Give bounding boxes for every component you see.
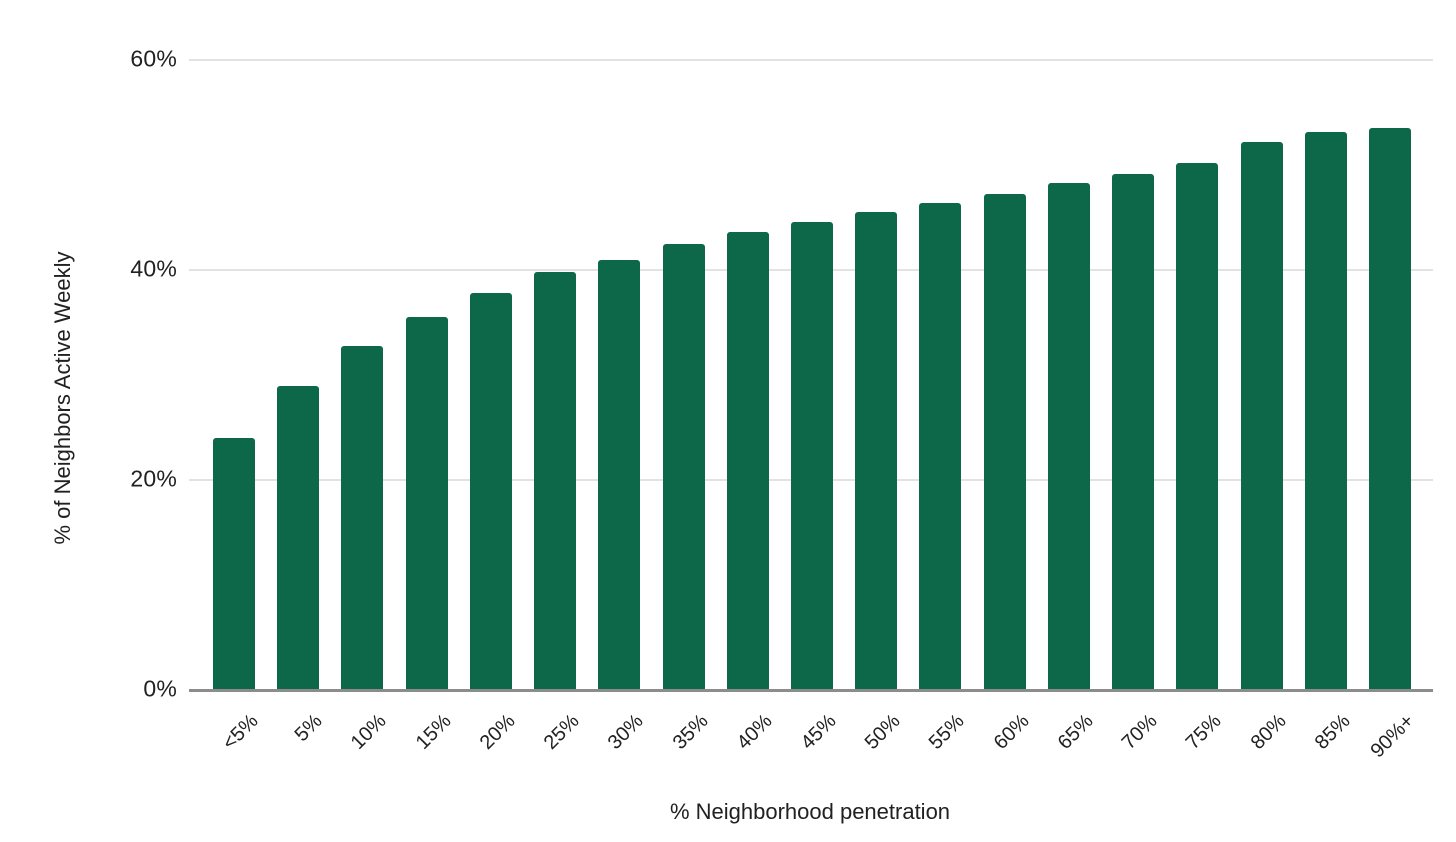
x-tick-label: 25%: [539, 710, 584, 754]
x-tick-label: 10%: [347, 710, 391, 754]
bar: [983, 194, 1026, 690]
y-tick-label: 20%: [130, 465, 177, 492]
x-tick-label: 30%: [604, 710, 648, 754]
x-tick-label: 45%: [796, 710, 841, 754]
gridline: [189, 59, 1433, 61]
bar: [1304, 132, 1347, 690]
bar: [1112, 174, 1155, 690]
bar: [341, 345, 384, 690]
bar: [405, 317, 448, 690]
x-tick-label: 40%: [732, 710, 777, 754]
x-tick-label: 70%: [1117, 710, 1162, 754]
x-tick-label: 55%: [925, 710, 969, 754]
x-tick-label: 65%: [1053, 710, 1098, 754]
bar: [790, 221, 833, 690]
bar: [919, 202, 962, 690]
bar: [213, 438, 255, 690]
x-tick-label: 50%: [860, 710, 905, 754]
bar: [1047, 182, 1090, 690]
bar: [662, 243, 705, 690]
x-tick-label: <5%: [218, 710, 263, 755]
x-tick-label: 20%: [475, 710, 520, 754]
y-tick-label: 0%: [143, 675, 177, 702]
bar: [1240, 141, 1283, 690]
bar: [1368, 128, 1411, 690]
x-tick-label: 80%: [1246, 710, 1291, 754]
bar: [469, 293, 512, 690]
x-tick-label: 75%: [1181, 710, 1226, 754]
y-tick-label: 40%: [130, 255, 177, 282]
bar: [277, 385, 320, 690]
bar: [598, 259, 641, 690]
x-tick-label: 5%: [290, 710, 327, 746]
x-axis-line: [189, 688, 1433, 692]
x-tick-label: 15%: [411, 710, 456, 754]
x-axis-title: % Neighborhood penetration: [669, 799, 951, 824]
y-tick-label: 60%: [130, 45, 177, 72]
x-tick-label: 35%: [668, 710, 713, 754]
x-tick-label: 60%: [989, 710, 1034, 754]
bar: [855, 212, 898, 690]
bar: [534, 272, 577, 690]
x-tick-label: 85%: [1310, 710, 1355, 754]
bar: [1176, 162, 1219, 690]
x-tick-label: 90%+: [1366, 710, 1419, 763]
bar: [726, 232, 769, 690]
